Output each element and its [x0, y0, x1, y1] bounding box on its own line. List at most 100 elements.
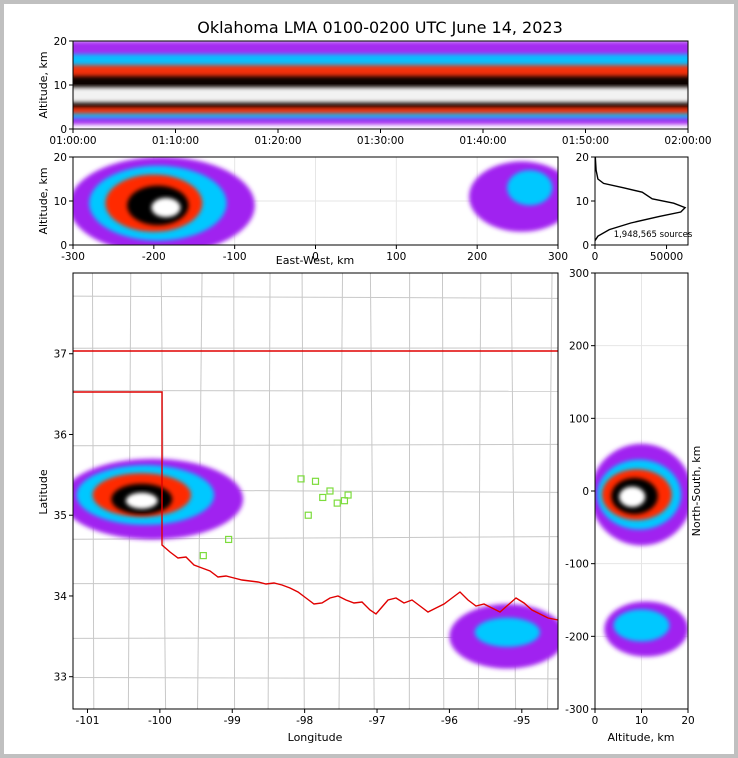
time-height-xtick-label: 02:00:00	[664, 135, 711, 147]
source-count-annotation: 1,948,565 sources	[614, 230, 693, 240]
alt-histogram-ytick-label: 20	[576, 152, 589, 164]
lma-station-marker	[304, 511, 312, 519]
lma-station-marker	[297, 475, 305, 483]
county-line	[73, 677, 558, 680]
county-line	[338, 273, 344, 709]
county-line	[441, 273, 445, 709]
ew-height-xtick-label: 0	[312, 251, 319, 263]
alt-histogram-line	[595, 157, 687, 241]
lma-station-marker	[326, 487, 334, 495]
ew-height-x-ticks: -300 -200 -100 0 100 200 300	[61, 245, 568, 263]
ew-height-xtick-label: -200	[142, 251, 166, 263]
plan-view-ytick-label: 35	[54, 510, 67, 522]
time-height-xtick-label: 01:50:00	[562, 135, 609, 147]
ns-height-ytick-label: -100	[565, 559, 589, 571]
ns-height-region-medium	[613, 609, 670, 642]
plan-view-xtick-label: -97	[368, 715, 385, 727]
county-line	[301, 273, 305, 709]
ew-height-xtick-label: 100	[386, 251, 406, 263]
lma-station-marker	[199, 551, 207, 560]
time-height-xtick-label: 01:00:00	[49, 135, 96, 147]
ns-height-ytick-label: 300	[569, 268, 589, 280]
time-height-band-peak	[73, 87, 688, 103]
time-height-xtick-label: 01:40:00	[459, 135, 506, 147]
alt-histogram-panel: 0 50000 0 10 20 1,948,565 sources	[576, 152, 693, 263]
ns-height-ytick-label: 200	[569, 341, 589, 353]
ew-height-xtick-label: -100	[223, 251, 247, 263]
ew-height-region-medium	[507, 170, 553, 206]
time-height-ytick-label: 20	[54, 36, 67, 48]
ns-height-x-ticks: 0 10 20	[592, 709, 695, 727]
lma-station-marker	[344, 491, 352, 499]
lma-station-marker	[225, 535, 233, 544]
ns-height-panel: 0 10 20 -300 -200 -100 0 100 200 300 Altitude, k…	[565, 268, 703, 744]
lma-station-marker	[311, 477, 320, 485]
time-height-ytick-label: 10	[54, 80, 67, 92]
lma-stations	[199, 475, 352, 560]
time-height-y-ticks: 0 10 20	[54, 36, 73, 136]
plan-view-panel: -101 -100 -99 -98 -97 -96 -95 33 34 35 36 37 Longi…	[37, 272, 559, 744]
county-line	[267, 273, 271, 709]
ns-height-xlabel: Altitude, km	[607, 731, 674, 744]
county-line	[369, 273, 375, 709]
plan-view-x-ticks: -101 -100 -99 -98 -97 -96 -95	[76, 709, 530, 727]
plan-view-density	[73, 458, 558, 669]
plan-view-ytick-label: 36	[54, 429, 68, 441]
ew-height-y-ticks: 0 10 20	[54, 152, 73, 252]
plan-view-xtick-label: -100	[148, 715, 172, 727]
ns-height-xtick-label: 0	[592, 715, 599, 727]
ns-height-ylabel: North-South, km	[690, 446, 703, 537]
alt-histogram-xtick-label: 50000	[650, 251, 683, 263]
county-line	[73, 295, 558, 299]
alt-histogram-ytick-label: 0	[582, 240, 589, 252]
ew-height-density	[73, 157, 558, 245]
plan-view-ytick-label: 33	[54, 672, 67, 684]
ns-height-region-peak	[619, 486, 646, 507]
state-border	[73, 350, 558, 621]
time-height-panel: 01:00:00 01:10:00 01:20:00 01:30:00 01:40:00…	[37, 36, 712, 147]
alt-histogram-x-ticks: 0 50000	[592, 245, 683, 263]
plan-view-region-peak	[125, 492, 158, 509]
plan-view-region-medium	[474, 617, 540, 647]
plan-view-xlabel: Longitude	[288, 731, 343, 744]
plan-view-xtick-label: -96	[441, 715, 458, 727]
lma-station-marker	[340, 497, 349, 505]
alt-histogram-xtick-label: 0	[592, 251, 599, 263]
plan-view-ytick-label: 34	[54, 591, 68, 603]
ew-height-ytick-label: 10	[54, 196, 67, 208]
ns-height-ytick-label: 0	[582, 486, 589, 498]
ns-height-ytick-label: 100	[569, 413, 589, 425]
county-line	[73, 443, 558, 447]
alt-histogram-ytick-label: 10	[576, 196, 589, 208]
time-height-xtick-label: 01:20:00	[254, 135, 301, 147]
ns-height-ytick-label: -300	[565, 704, 589, 716]
alt-histogram-plot-bg	[595, 157, 688, 245]
ew-height-region-peak	[151, 197, 181, 218]
chart-title: Oklahoma LMA 0100-0200 UTC June 14, 2023	[197, 18, 563, 37]
plan-view-xtick-label: -98	[296, 715, 313, 727]
time-height-density	[73, 41, 688, 125]
ew-height-panel: -300 -200 -100 0 100 200 300 0 10 20 East-West, …	[37, 152, 568, 267]
ew-height-xtick-label: -300	[61, 251, 85, 263]
ew-height-ytick-label: 0	[60, 240, 67, 252]
lma-station-marker	[319, 493, 327, 502]
plan-view-xtick-label: -99	[224, 715, 241, 727]
ns-height-xtick-label: 20	[681, 715, 694, 727]
ew-height-xlabel: East-West, km	[276, 254, 354, 267]
ew-height-xtick-label: 200	[467, 251, 487, 263]
alt-histogram-y-ticks: 0 10 20	[576, 152, 595, 252]
plan-view-xtick-label: -95	[513, 715, 530, 727]
plan-view-frame	[72, 272, 559, 710]
plan-view-xtick-label: -101	[76, 715, 100, 727]
plan-view-ylabel: Latitude	[37, 469, 50, 515]
ew-height-ylabel: Altitude, km	[37, 167, 50, 234]
ns-height-y-ticks: -300 -200 -100 0 100 200 300	[565, 268, 595, 716]
time-height-x-ticks: 01:00:00 01:10:00 01:20:00 01:30:00 01:40:00…	[49, 129, 712, 147]
time-height-xtick-label: 01:30:00	[357, 135, 404, 147]
ew-height-ytick-label: 20	[54, 152, 67, 164]
time-height-ylabel: Altitude, km	[37, 51, 50, 118]
time-height-xtick-label: 01:10:00	[152, 135, 199, 147]
ns-height-ytick-label: -200	[565, 631, 589, 643]
ew-height-xtick-label: 300	[548, 251, 568, 263]
